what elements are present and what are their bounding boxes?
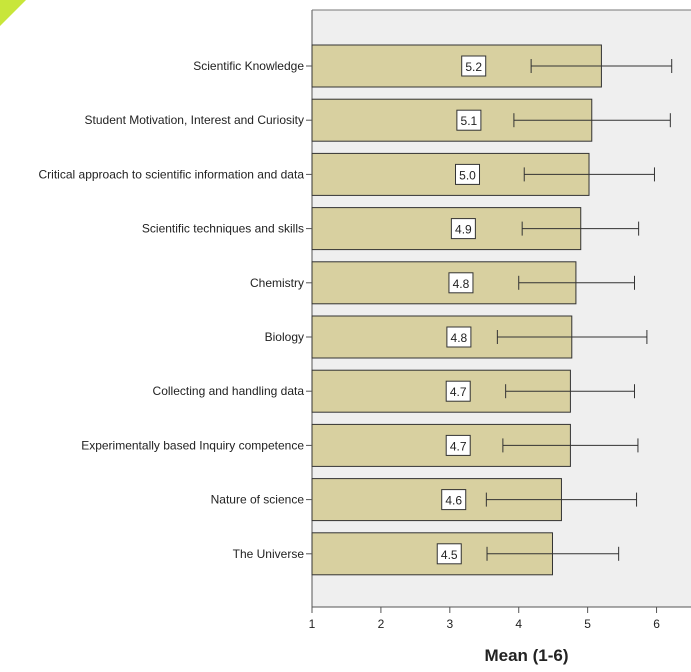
category-label: Biology — [265, 330, 304, 344]
category-label: Nature of science — [211, 493, 305, 507]
category-label: Collecting and handling data — [153, 384, 305, 398]
data-label: 4.6 — [445, 494, 462, 508]
data-label-box — [448, 272, 474, 294]
data-label-box — [461, 55, 487, 77]
data-label: 5.0 — [459, 168, 476, 182]
data-label-box — [441, 489, 467, 511]
data-label-box — [445, 380, 471, 402]
corner-accent — [0, 0, 26, 26]
data-label-box — [456, 109, 482, 131]
data-label: 4.9 — [455, 223, 472, 237]
data-label: 4.8 — [453, 277, 470, 291]
category-label: Chemistry — [250, 276, 304, 290]
data-label: 4.7 — [450, 385, 467, 399]
data-label: 4.5 — [441, 548, 458, 562]
data-label-box — [445, 434, 471, 456]
category-label: The Universe — [233, 547, 305, 561]
data-label-box — [446, 326, 472, 348]
category-label: Critical approach to scientific informat… — [39, 167, 305, 181]
category-label: Scientific Knowledge — [193, 59, 304, 73]
x-tick-label: 5 — [584, 617, 591, 631]
x-tick-label: 6 — [653, 617, 660, 631]
data-label-box — [436, 543, 462, 565]
data-label: 5.1 — [461, 114, 478, 128]
data-label: 5.2 — [465, 60, 482, 74]
data-label-box — [450, 218, 476, 240]
x-axis-title: Mean (1-6) — [484, 646, 568, 665]
category-label: Experimentally based Inquiry competence — [81, 438, 304, 452]
category-label: Student Motivation, Interest and Curiosi… — [85, 113, 304, 127]
data-label: 4.7 — [450, 439, 467, 453]
data-label-box — [455, 163, 481, 185]
category-label: Scientific techniques and skills — [142, 222, 304, 236]
x-tick-label: 1 — [309, 617, 316, 631]
data-label: 4.8 — [451, 331, 468, 345]
x-tick-label: 4 — [515, 617, 522, 631]
x-tick-label: 3 — [446, 617, 453, 631]
x-tick-label: 2 — [378, 617, 385, 631]
